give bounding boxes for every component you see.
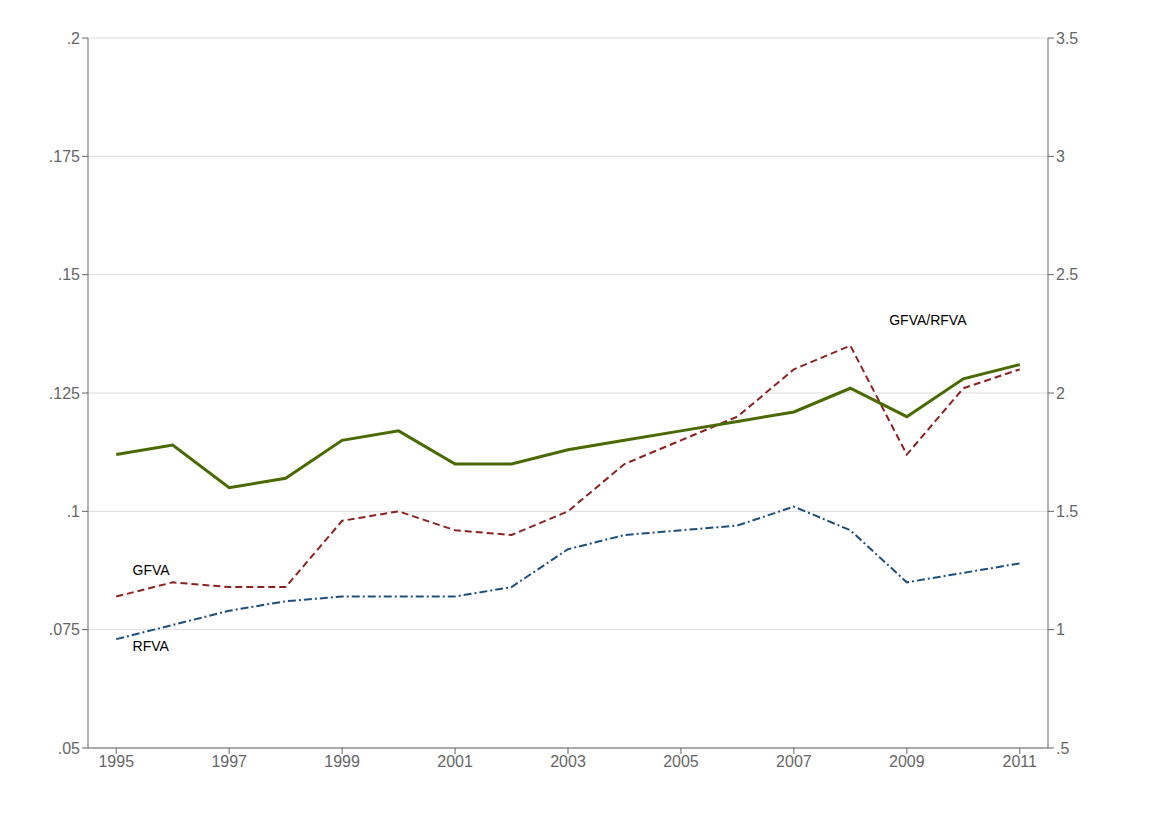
svg-text:2: 2	[1056, 385, 1065, 402]
svg-text:.5: .5	[1056, 740, 1069, 757]
svg-text:3: 3	[1056, 148, 1065, 165]
svg-text:.075: .075	[49, 621, 80, 638]
svg-text:1: 1	[1056, 621, 1065, 638]
svg-text:.1: .1	[67, 503, 80, 520]
svg-text:GFVA/RFVA: GFVA/RFVA	[889, 312, 967, 328]
svg-text:.2: .2	[67, 30, 80, 47]
svg-text:.15: .15	[58, 266, 80, 283]
svg-text:2.5: 2.5	[1056, 266, 1078, 283]
svg-text:1995: 1995	[98, 753, 134, 770]
svg-text:RFVA: RFVA	[133, 638, 170, 654]
svg-text:1997: 1997	[211, 753, 247, 770]
svg-text:2005: 2005	[663, 753, 699, 770]
svg-text:2011: 2011	[1003, 753, 1038, 770]
svg-text:1.5: 1.5	[1056, 503, 1078, 520]
svg-text:1999: 1999	[324, 753, 360, 770]
svg-text:GFVA: GFVA	[133, 562, 171, 578]
svg-text:.05: .05	[58, 740, 80, 757]
svg-text:.175: .175	[49, 148, 80, 165]
svg-text:.125: .125	[49, 385, 80, 402]
svg-text:3.5: 3.5	[1056, 30, 1078, 47]
svg-text:2003: 2003	[550, 753, 586, 770]
svg-text:2001: 2001	[437, 753, 473, 770]
svg-text:2009: 2009	[889, 753, 925, 770]
svg-text:2007: 2007	[776, 753, 812, 770]
